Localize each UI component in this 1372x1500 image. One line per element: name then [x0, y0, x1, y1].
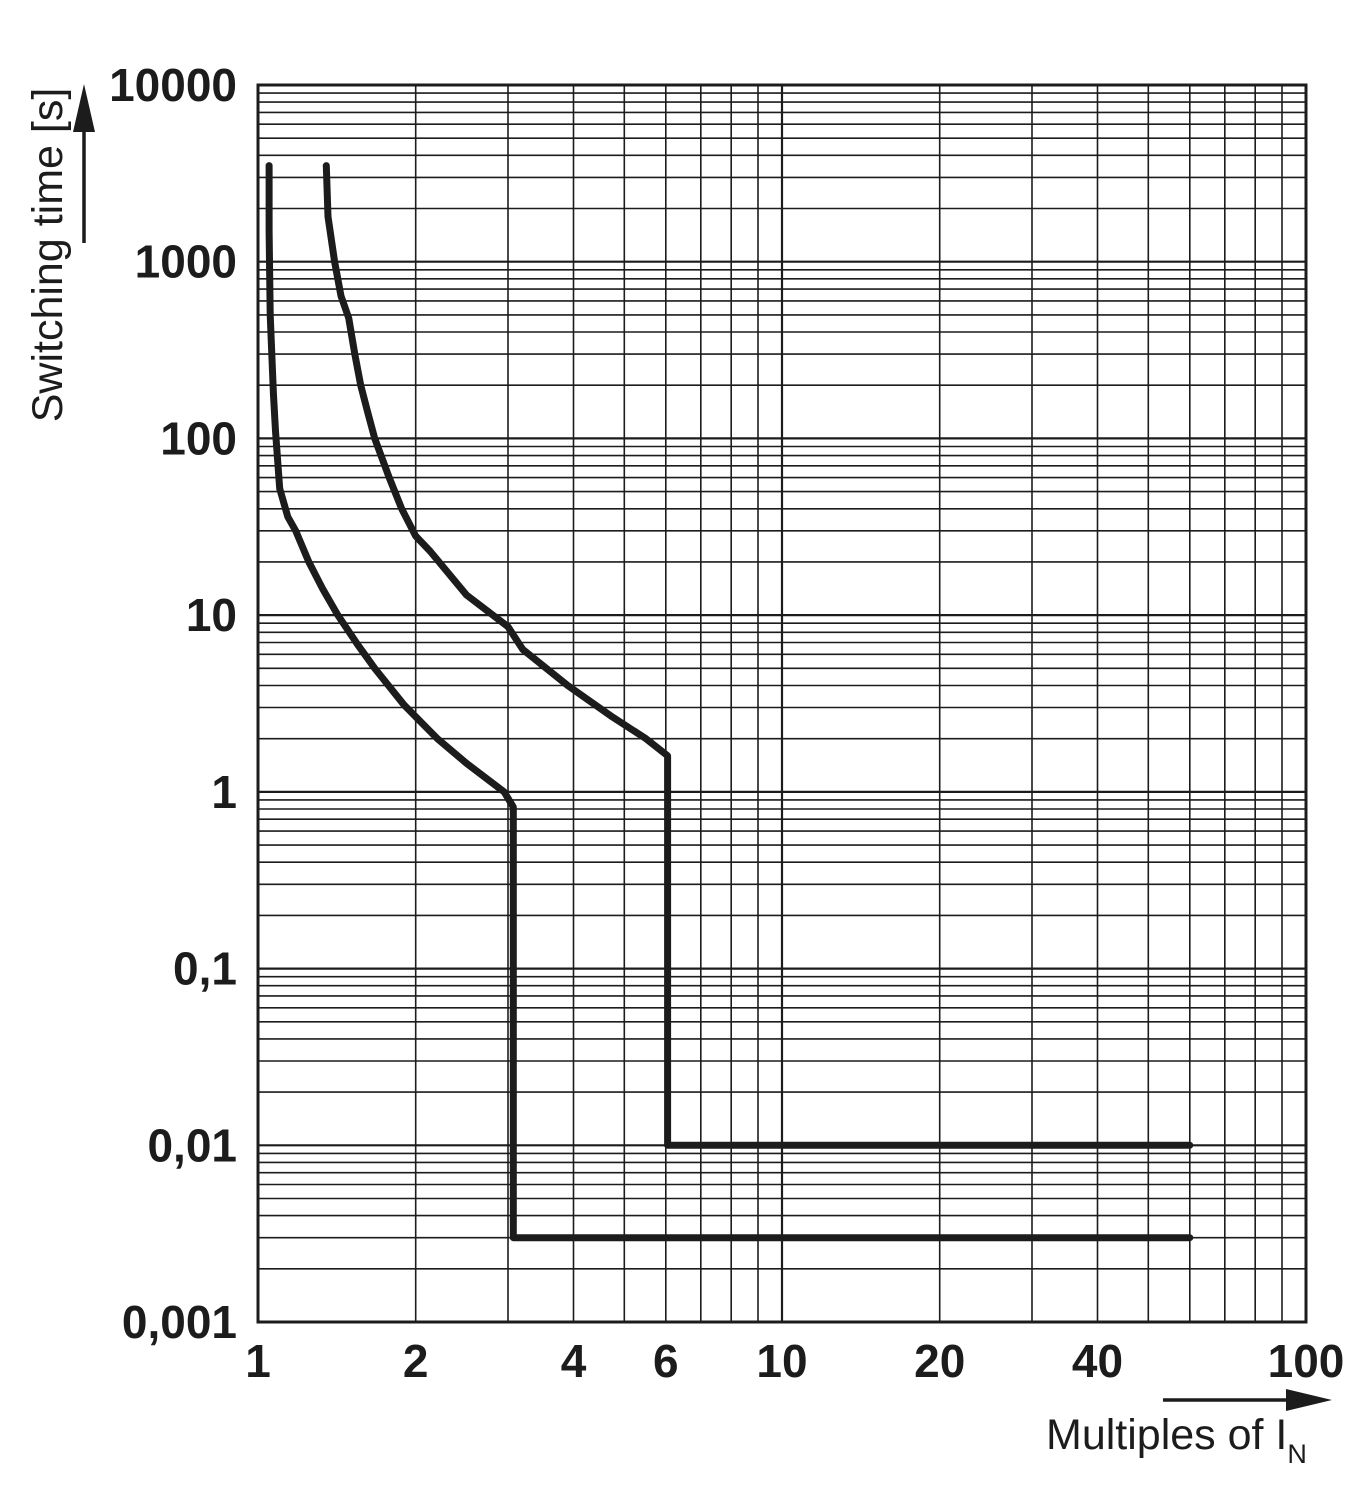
x-tick-label: 20 [914, 1335, 965, 1387]
y-tick-label: 0,1 [173, 943, 237, 995]
y-axis-arrow-icon [73, 84, 95, 243]
grid-layer [256, 83, 1308, 1324]
x-tick-label: 1 [245, 1335, 271, 1387]
curve-tripping-band-upper-limit [322, 162, 1194, 1149]
y-tick-label: 0,001 [122, 1296, 237, 1348]
x-tick-label: 4 [561, 1335, 587, 1387]
x-axis-title: Multiples of IN [1046, 1411, 1307, 1469]
y-tick-label: 10000 [109, 59, 237, 111]
y-tick-label: 1000 [135, 236, 237, 288]
y-tick-label: 10 [186, 589, 237, 641]
x-tick-label: 100 [1268, 1335, 1345, 1387]
y-axis-title: Switching time [s] [24, 88, 72, 423]
x-axis-title-subscript: N [1287, 1439, 1307, 1469]
curve-tripping-band-lower-limit [265, 162, 1194, 1242]
x-tick-label: 10 [756, 1335, 807, 1387]
x-tick-label: 40 [1072, 1335, 1123, 1387]
y-tick-label: 100 [160, 412, 237, 464]
x-tick-label: 6 [653, 1335, 679, 1387]
y-tick-label: 0,01 [147, 1119, 237, 1171]
y-tick-label: 1 [211, 766, 237, 818]
x-tick-labels: 1 2 4 6 10 20 40 100 [245, 1335, 1344, 1387]
x-axis-title-text: Multiples of I [1046, 1411, 1287, 1459]
plot-border [256, 83, 1308, 1324]
curves-layer [265, 162, 1194, 1242]
x-axis-arrow-icon [1163, 1389, 1332, 1411]
y-tick-labels: 10000 1000 100 10 1 0,1 0,01 0,001 [109, 59, 237, 1348]
x-tick-label: 2 [403, 1335, 429, 1387]
